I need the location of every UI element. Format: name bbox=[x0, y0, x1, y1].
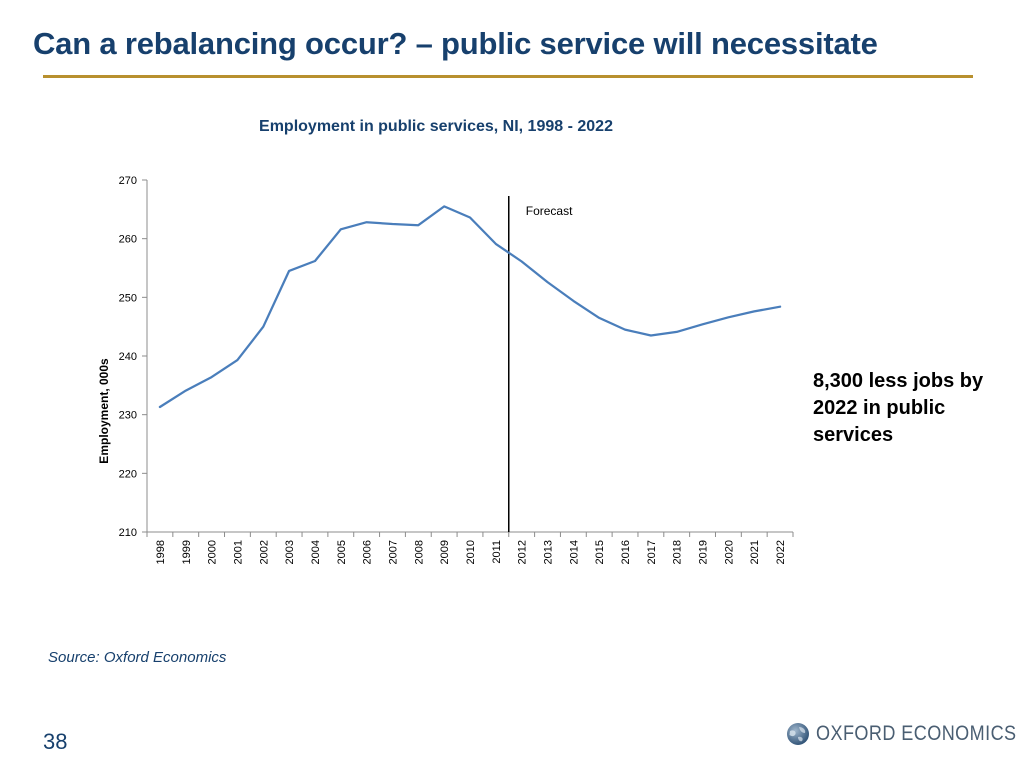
x-tick-label: 2001 bbox=[232, 540, 244, 564]
y-tick-label: 210 bbox=[119, 527, 137, 539]
x-tick-label: 1999 bbox=[181, 540, 193, 564]
x-tick-label: 2016 bbox=[620, 540, 632, 564]
slide-title: Can a rebalancing occur? – public servic… bbox=[33, 26, 878, 61]
logo-wordmark: OXFORD ECONOMICS bbox=[816, 722, 1017, 745]
y-tick-label: 250 bbox=[119, 292, 137, 304]
page-number: 38 bbox=[43, 729, 68, 754]
x-tick-label: 2014 bbox=[568, 540, 580, 564]
x-tick-label: 2008 bbox=[413, 540, 425, 564]
y-axis-title: Employment, 000s bbox=[97, 358, 111, 464]
x-tick-label: 2007 bbox=[387, 540, 399, 564]
x-tick-label: 2003 bbox=[284, 540, 296, 564]
title-divider bbox=[43, 75, 973, 78]
y-tick-label: 230 bbox=[119, 410, 137, 422]
source-note: Source: Oxford Economics bbox=[48, 649, 227, 666]
y-tick-label: 240 bbox=[119, 351, 137, 363]
x-tick-label: 2004 bbox=[310, 540, 322, 564]
x-tick-label: 2015 bbox=[594, 540, 606, 564]
x-tick-label: 2018 bbox=[672, 540, 684, 564]
x-tick-label: 2009 bbox=[439, 540, 451, 564]
x-tick-label: 2022 bbox=[775, 540, 787, 564]
callout-text: 8,300 less jobs by 2022 in public servic… bbox=[813, 370, 984, 446]
x-tick-label: 2000 bbox=[207, 540, 219, 564]
x-tick-label: 2011 bbox=[491, 540, 503, 564]
y-tick-label: 270 bbox=[119, 175, 137, 187]
x-tick-label: 2013 bbox=[543, 540, 555, 564]
y-tick-label: 260 bbox=[119, 234, 137, 246]
series-line bbox=[158, 205, 782, 409]
globe-icon bbox=[787, 723, 809, 745]
x-tick-label: 2021 bbox=[749, 540, 761, 564]
x-tick-label: 2019 bbox=[698, 540, 710, 564]
chart-title: Employment in public services, NI, 1998 … bbox=[259, 118, 613, 135]
x-tick-label: 2002 bbox=[258, 540, 270, 564]
forecast-label: Forecast bbox=[526, 204, 573, 218]
x-tick-label: 2006 bbox=[362, 540, 374, 564]
y-tick-label: 220 bbox=[119, 468, 137, 480]
x-tick-label: 2012 bbox=[517, 540, 529, 564]
x-tick-label: 2017 bbox=[646, 540, 658, 564]
x-tick-label: 1998 bbox=[155, 540, 167, 564]
x-tick-label: 2010 bbox=[465, 540, 477, 564]
x-tick-label: 2020 bbox=[723, 540, 735, 564]
x-tick-label: 2005 bbox=[336, 540, 348, 564]
oxford-economics-logo: OXFORD ECONOMICS bbox=[786, 719, 1024, 749]
